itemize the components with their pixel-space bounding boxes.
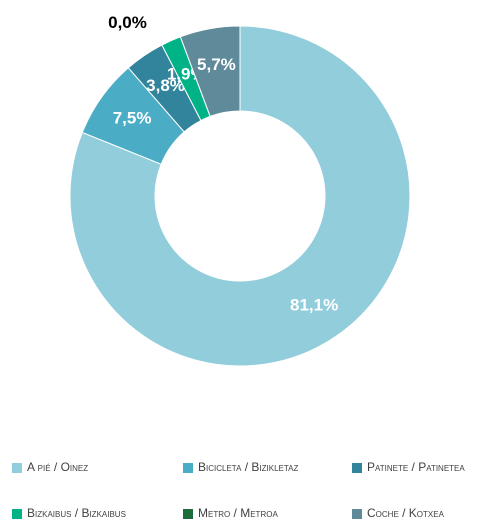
legend-swatch: [12, 509, 22, 519]
legend-swatch: [183, 509, 193, 519]
legend-label: Patinete / Patinetea: [367, 460, 465, 474]
legend-label: Bizkaibus / Bizkaibus: [27, 506, 126, 520]
legend-swatch: [12, 463, 22, 473]
donut-slice: [179, 25, 241, 118]
data-label: 7,5%: [113, 109, 152, 128]
donut-slice: [69, 25, 411, 367]
legend-label: A pié / Oinez: [27, 460, 88, 474]
legend-swatch: [352, 509, 362, 519]
data-label: 3,8%: [146, 76, 185, 95]
legend-label: Bicicleta / Bizikletaz: [198, 460, 299, 474]
legend-swatch: [183, 463, 193, 473]
data-label: 81,1%: [290, 295, 338, 314]
legend-label: Coche / Kotxea: [367, 506, 445, 520]
data-label: 5,7%: [197, 55, 236, 74]
data-label: 0,0%: [108, 13, 147, 32]
legend-label: Metro / Metroa: [198, 506, 278, 520]
legend-swatch: [352, 463, 362, 473]
